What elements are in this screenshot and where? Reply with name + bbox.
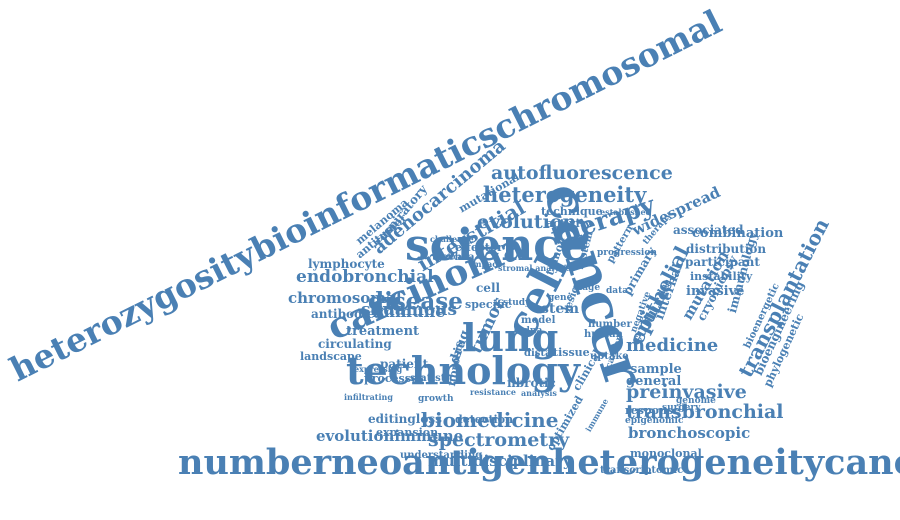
word-cell-2: cell: [476, 281, 501, 295]
word-heterogeneity: heterogeneity: [483, 182, 647, 207]
word-detection: detection: [455, 413, 514, 426]
word-impact: impact: [470, 259, 501, 269]
word-analysis: analysis: [521, 388, 557, 398]
word-landscape: landscape: [300, 350, 362, 363]
word-expansion: expansion: [376, 426, 439, 439]
word-spectrometry: spectrometry: [428, 429, 570, 451]
word-instability: instability: [690, 270, 753, 283]
word-transcriptomic: transcriptomic: [600, 465, 684, 476]
word-statistic: statistic: [410, 373, 456, 384]
word-science: science: [405, 220, 589, 271]
word-treatment: treatment: [346, 324, 420, 339]
word-trachea: trachea: [432, 252, 475, 263]
word-uptake: uptake: [590, 351, 629, 362]
word-distal: distal: [524, 348, 556, 359]
word-sample: sample: [630, 362, 682, 377]
word-number: number: [588, 319, 632, 330]
word-general: general: [626, 374, 682, 389]
word-technique: technique: [541, 205, 603, 218]
word-preinvasive: preinvasive: [626, 381, 747, 403]
word-bronchoscopic: bronchoscopic: [628, 424, 751, 442]
word-understanding: understanding: [400, 450, 483, 461]
word-squamous: squamous: [361, 300, 458, 320]
word-evolutionimmune: evolutionimmune: [316, 427, 464, 445]
word-monoclonal: monoclonal: [630, 447, 702, 460]
word-activity: activity: [546, 217, 592, 230]
word-lung: lung: [462, 315, 559, 360]
word-resistance: resistance: [470, 387, 517, 397]
word-stem: stem: [541, 301, 580, 317]
word-disease: disease: [368, 288, 463, 315]
word-combination: combination: [692, 226, 784, 241]
word-patient: patient: [380, 357, 429, 371]
word-medicine: medicine: [626, 335, 719, 356]
word-established: established: [600, 207, 652, 217]
word-stage: stage: [573, 283, 601, 293]
word-participant: participant: [685, 255, 760, 269]
word-chromosomal: chromosomal: [288, 289, 402, 307]
word-associated: associated: [673, 223, 744, 237]
word-technology: technology: [346, 348, 580, 393]
word-specific: specific: [465, 298, 512, 311]
word-editingloss: editingloss: [368, 412, 442, 426]
word-effector: effector: [455, 241, 503, 254]
word-multidisciplinary: multidisciplinary: [428, 452, 572, 470]
word-immune-2: immune: [583, 396, 611, 434]
word-invasive: invasive: [686, 284, 745, 299]
word-model: model: [521, 315, 556, 326]
word-antibodies: antibodies: [311, 307, 382, 321]
word-data: data: [606, 286, 629, 296]
word-immune: immune: [372, 302, 446, 321]
word-ctdna: ctdna: [514, 326, 543, 336]
word-eradicate: eradicate: [433, 252, 470, 261]
word-circulating: circulating: [318, 337, 392, 351]
word-progression: progression: [597, 248, 657, 258]
word-human: human: [584, 329, 623, 340]
word-biomedicine: biomedicine: [421, 408, 559, 432]
word-response: response: [625, 404, 681, 417]
word-surgery: surgery: [662, 403, 701, 413]
word-epigenomic: epigenomic: [625, 416, 684, 426]
word-tissue: tissue: [553, 346, 590, 359]
word-infiltrating: infiltrating: [344, 392, 393, 402]
word-genome: genome: [676, 396, 716, 406]
word-numberneoantigenheterogeneitycancer: numberneoantigenheterogeneitycancer: [178, 442, 900, 483]
word-study: study: [503, 298, 531, 308]
word-expressing: expressing: [354, 364, 403, 374]
word-growth: growth: [418, 394, 454, 404]
word-gene: gene: [548, 293, 573, 303]
word-fibrotic: fibrotic: [507, 376, 556, 390]
word-transbronchial: transbronchial: [626, 401, 784, 423]
word-endobronchial: endobronchial: [296, 267, 434, 287]
word-autofluorescence: autofluorescence: [491, 162, 673, 184]
word-distribution: distribution: [686, 242, 767, 256]
word-processes: processes: [364, 372, 425, 385]
word-lymphocyte: lymphocyte: [308, 257, 385, 271]
word-stromal-analysis: stromal analysis: [498, 263, 572, 273]
word-evolution: evolution: [477, 211, 577, 233]
word-challenge: challenge: [430, 234, 474, 244]
